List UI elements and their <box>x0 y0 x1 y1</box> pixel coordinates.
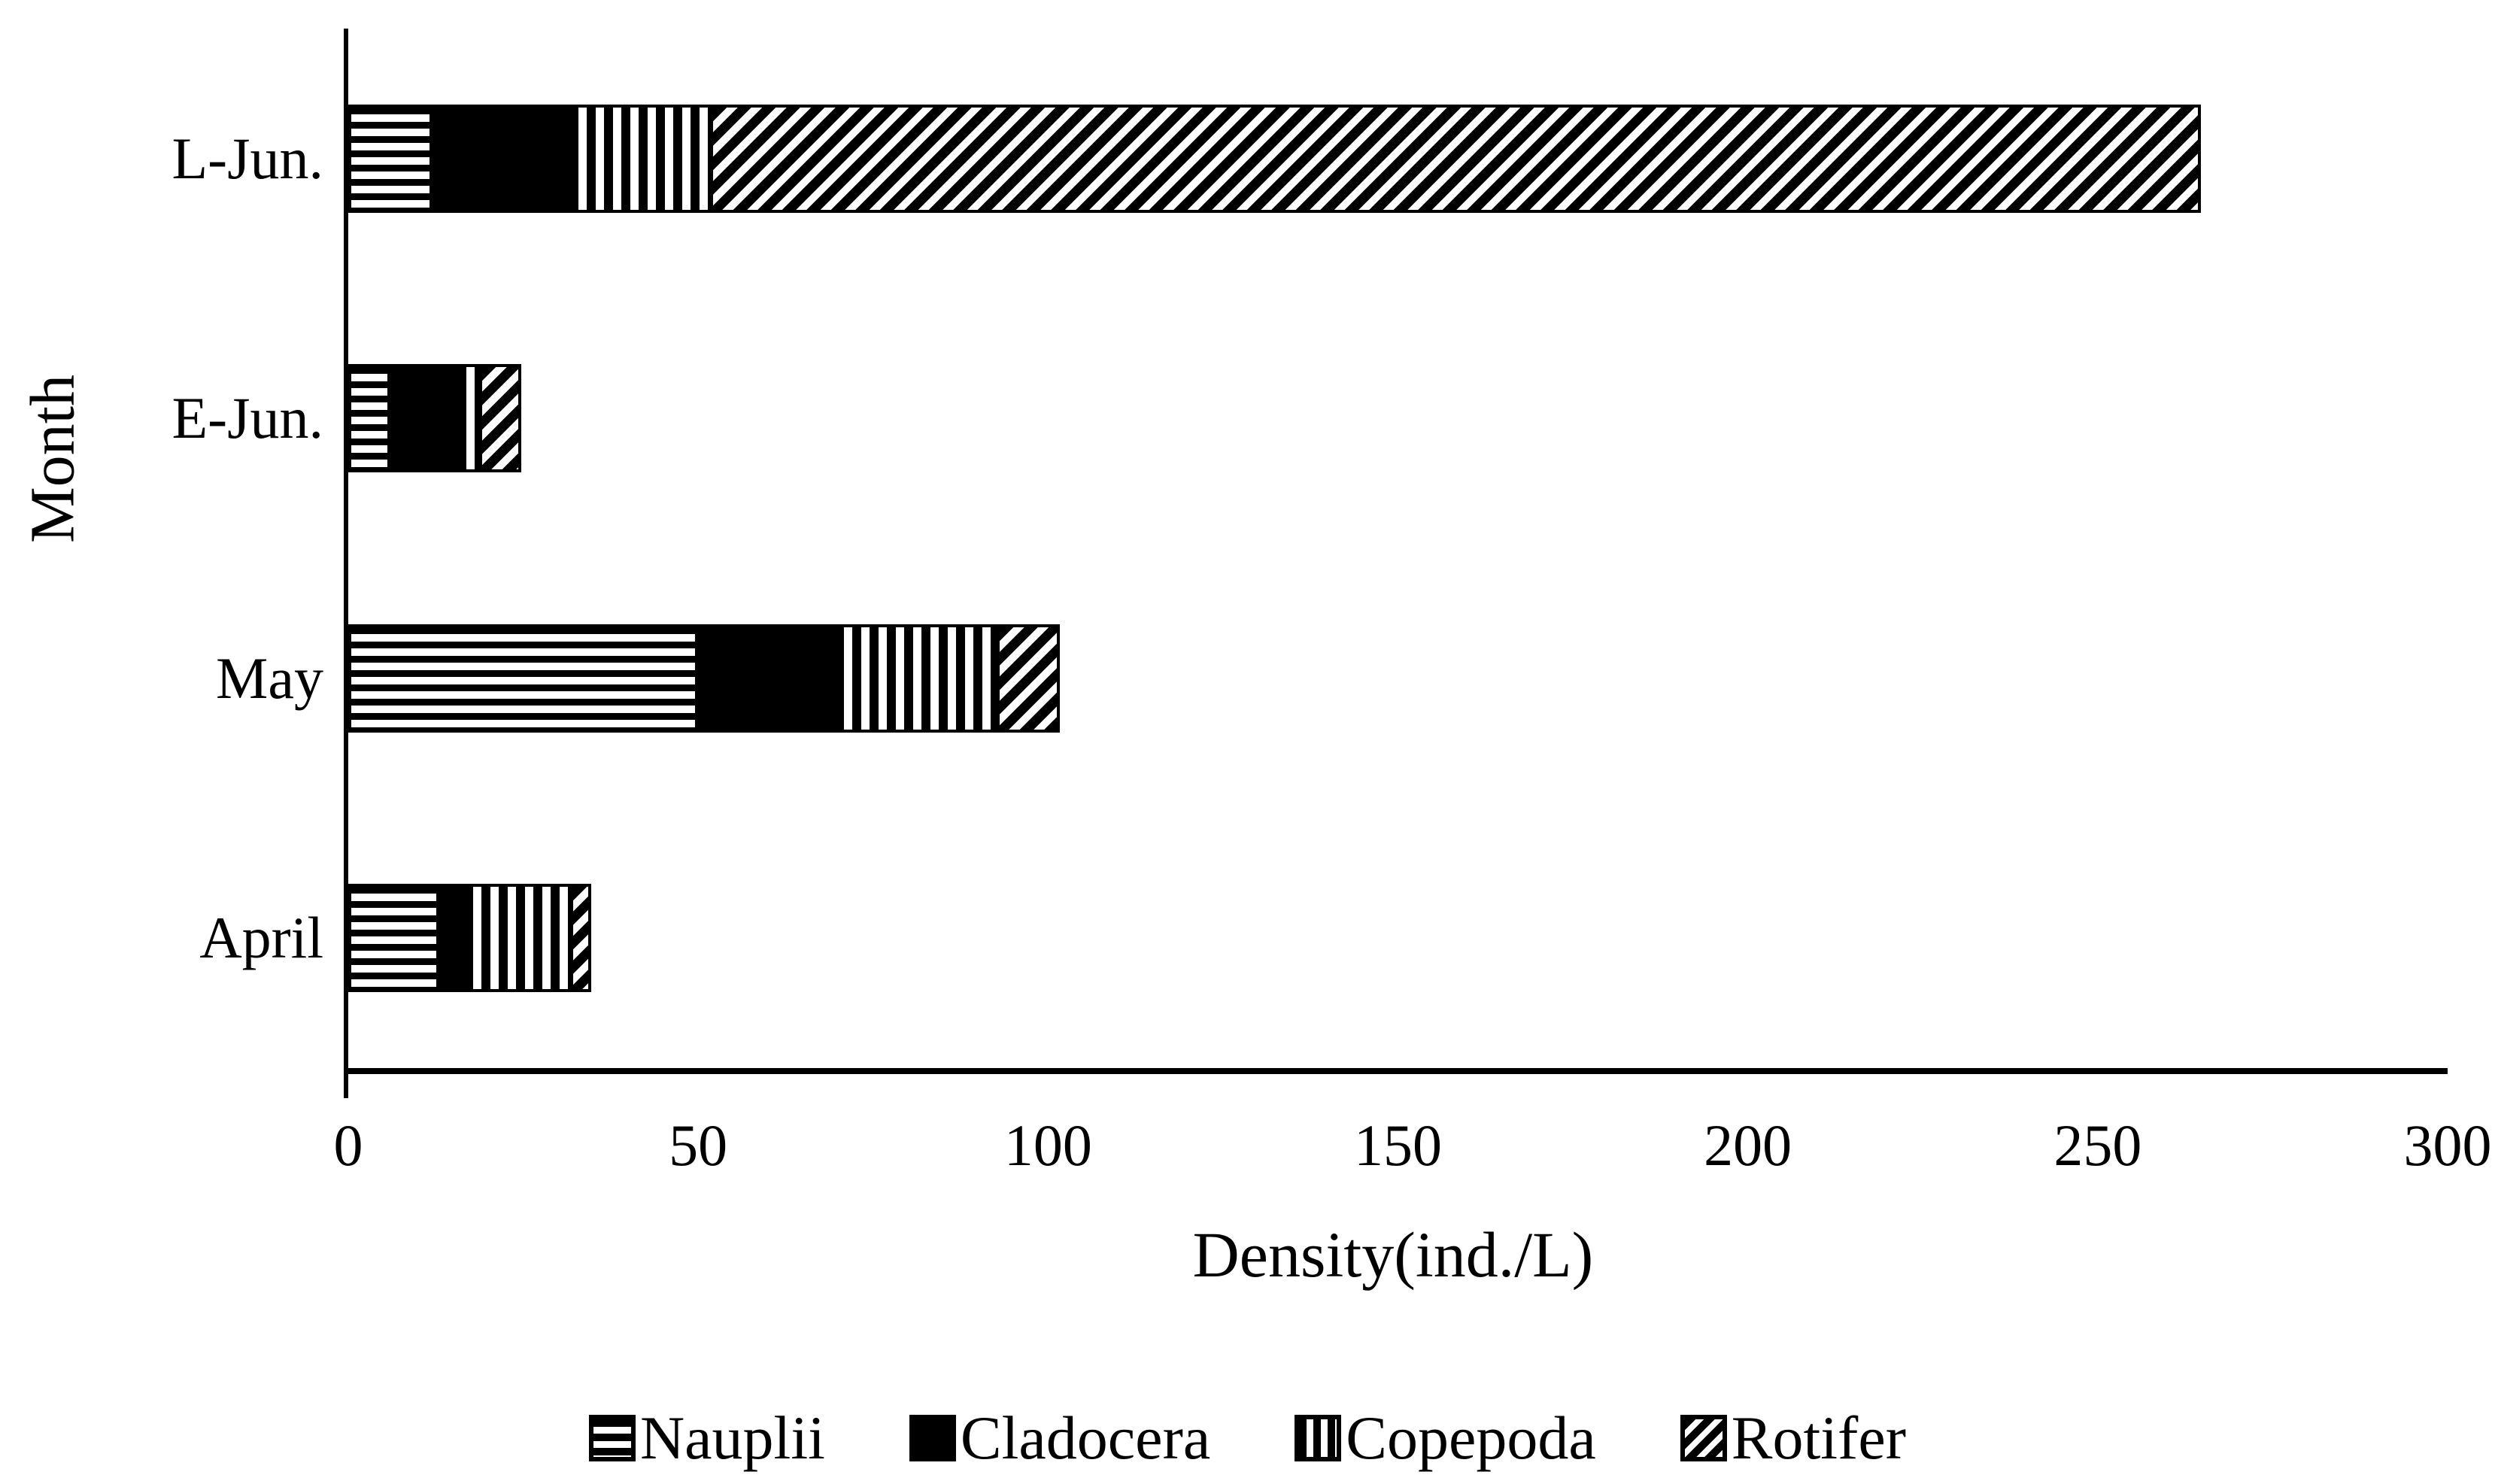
x-axis-tick-labels: 0 50 100 150 200 250 300 <box>334 1112 2492 1187</box>
segment-l-jun-cladocera <box>429 104 569 213</box>
segment-april-nauplii <box>348 884 439 993</box>
bar-april <box>348 884 591 993</box>
legend-label-copepoda: Copepoda <box>1346 1403 1596 1472</box>
category-label-e-jun: E-Jun. <box>171 385 323 451</box>
legend: Nauplii Cladocera Copepoda Rotifer <box>0 1391 2495 1484</box>
legend-label-cladocera: Cladocera <box>960 1403 1211 1472</box>
bar-l-jun <box>348 104 2201 213</box>
x-tick-label-200: 200 <box>1704 1112 1792 1178</box>
legend-swatch-cladocera-icon <box>909 1414 956 1461</box>
bar-e-jun <box>348 364 521 473</box>
x-tick-label-0: 0 <box>333 1112 363 1178</box>
bar-may <box>348 624 1061 733</box>
segment-may-cladocera <box>695 624 836 733</box>
segment-l-jun-copepoda <box>566 104 714 213</box>
legend-item-nauplii: Nauplii <box>588 1403 825 1473</box>
segment-may-nauplii <box>348 624 699 733</box>
legend-label-rotifer: Rotifer <box>1731 1403 1907 1472</box>
category-label-l-jun: L-Jun. <box>171 125 323 191</box>
segment-april-copepoda <box>461 884 573 993</box>
segment-e-jun-rotifer <box>479 364 521 473</box>
legend-item-cladocera: Cladocera <box>909 1403 1210 1473</box>
legend-swatch-rotifer-icon <box>1680 1414 1727 1461</box>
segment-l-jun-rotifer <box>710 104 2201 213</box>
x-tick-label-150: 150 <box>1354 1112 1442 1178</box>
plot-area <box>344 29 2448 1074</box>
x-tick-label-50: 50 <box>669 1112 728 1178</box>
category-label-may: May <box>216 645 323 711</box>
x-axis-zero-tick <box>344 1074 348 1098</box>
legend-item-rotifer: Rotifer <box>1680 1403 1906 1473</box>
x-tick-label-100: 100 <box>1003 1112 1092 1178</box>
segment-l-jun-nauplii <box>348 104 433 213</box>
category-label-april: April <box>199 905 323 971</box>
segment-e-jun-copepoda <box>454 364 483 473</box>
segment-e-jun-nauplii <box>348 364 390 473</box>
legend-label-nauplii: Nauplii <box>639 1403 825 1472</box>
segment-may-copepoda <box>832 624 1000 733</box>
legend-swatch-copepoda-icon <box>1295 1414 1342 1461</box>
x-tick-label-300: 300 <box>2403 1112 2492 1178</box>
legend-swatch-nauplii-icon <box>588 1414 636 1461</box>
segment-april-rotifer <box>569 884 591 993</box>
segment-april-cladocera <box>436 884 465 993</box>
x-tick-label-250: 250 <box>2053 1112 2142 1178</box>
legend-item-copepoda: Copepoda <box>1295 1403 1596 1473</box>
segment-may-rotifer <box>997 624 1061 733</box>
x-axis-title: Density(ind./L) <box>1192 1218 1594 1291</box>
y-axis-category-labels: L-Jun. E-Jun. May April <box>0 29 323 1068</box>
segment-e-jun-cladocera <box>387 364 457 473</box>
